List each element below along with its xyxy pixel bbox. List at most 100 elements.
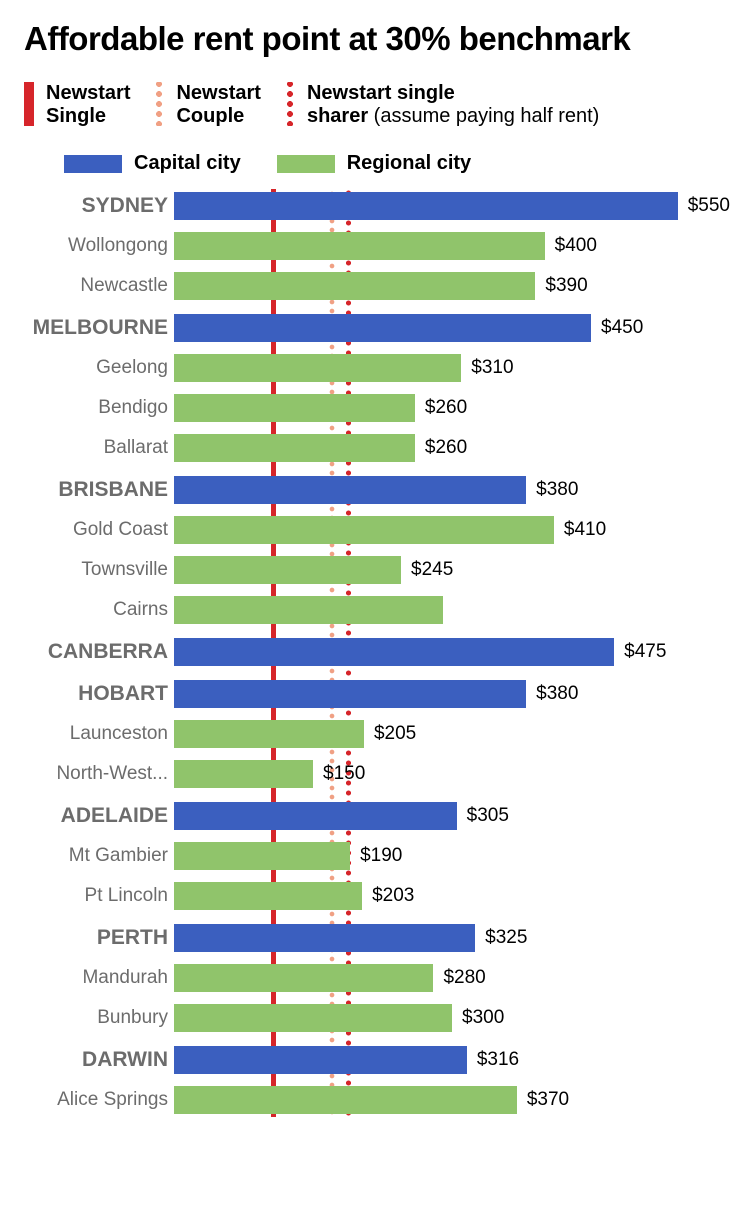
- bar: [174, 964, 433, 992]
- row-label: Mandurah: [24, 967, 174, 989]
- bar-track: $400: [174, 229, 730, 263]
- bar-track: $203: [174, 879, 730, 913]
- bar-track: $150: [174, 757, 730, 791]
- bar-value-label: $325: [485, 927, 527, 949]
- capital-row: SYDNEY$550: [24, 189, 730, 223]
- row-label: Newcastle: [24, 275, 174, 297]
- city-group: CANBERRA $475: [24, 635, 730, 669]
- bar-swatch-icon: [64, 155, 122, 173]
- row-label: CANBERRA: [24, 640, 174, 664]
- city-group: ADELAIDE$305Mt Gambier$190Pt Lincoln$203: [24, 799, 730, 913]
- bar-track: $450: [174, 311, 730, 345]
- city-group: PERTH$325Mandurah$280Bunbury$300: [24, 921, 730, 1035]
- bar-track: $205: [174, 717, 730, 751]
- bar: [174, 556, 401, 584]
- bar-track: $380: [174, 473, 730, 507]
- row-label: BRISBANE: [24, 478, 174, 502]
- bar-track: $410: [174, 513, 730, 547]
- bar: [174, 842, 350, 870]
- bar-track: $280: [174, 961, 730, 995]
- city-group: SYDNEY$550Wollongong$400Newcastle$390: [24, 189, 730, 303]
- row-label: Bunbury: [24, 1007, 174, 1029]
- regional-row: Cairns: [24, 593, 730, 627]
- bar-value-label: $260: [425, 437, 467, 459]
- row-label: Gold Coast: [24, 519, 174, 541]
- regional-row: Mandurah$280: [24, 961, 730, 995]
- ref-legend-label: Newstart singlesharer (assume paying hal…: [307, 82, 599, 128]
- ref-legend-label: NewstartSingle: [46, 82, 130, 128]
- regional-row: Bendigo$260: [24, 391, 730, 425]
- bar-legend-item: Capital city: [64, 152, 241, 175]
- bar: [174, 638, 614, 666]
- regional-row: Geelong$310: [24, 351, 730, 385]
- bar-legend-item: Regional city: [277, 152, 471, 175]
- bar-value-label: $310: [471, 357, 513, 379]
- bar: [174, 1004, 452, 1032]
- capital-row: ADELAIDE $305: [24, 799, 730, 833]
- row-label: ADELAIDE: [24, 804, 174, 828]
- city-group: HOBART$380Launceston$205North-West...$15…: [24, 677, 730, 791]
- bar-legend-label: Regional city: [347, 152, 471, 175]
- bar: [174, 680, 526, 708]
- reference-legend: NewstartSingle NewstartCouple Newstart sin…: [24, 82, 730, 128]
- row-label: SYDNEY: [24, 194, 174, 218]
- row-label: Cairns: [24, 599, 174, 621]
- bar-track: $390: [174, 269, 730, 303]
- bar-value-label: $203: [372, 885, 414, 907]
- capital-row: HOBART$380: [24, 677, 730, 711]
- bar: [174, 354, 461, 382]
- bar-track: $260: [174, 391, 730, 425]
- bar: [174, 924, 475, 952]
- row-label: HOBART: [24, 682, 174, 706]
- bar-value-label: $150: [323, 763, 365, 785]
- bar-value-label: $190: [360, 845, 402, 867]
- bar: [174, 272, 535, 300]
- bar: [174, 192, 678, 220]
- ref-swatch-icon: [154, 82, 164, 126]
- bar-value-label: $390: [545, 275, 587, 297]
- row-label: Bendigo: [24, 397, 174, 419]
- row-label: Launceston: [24, 723, 174, 745]
- bar-track: $245: [174, 553, 730, 587]
- bar-track: $260: [174, 431, 730, 465]
- bar: [174, 434, 415, 462]
- bar: [174, 882, 362, 910]
- bar: [174, 476, 526, 504]
- ref-legend-item: NewstartCouple: [154, 82, 260, 128]
- ref-swatch-icon: [285, 82, 295, 126]
- bar-track: $190: [174, 839, 730, 873]
- bar-track: $305: [174, 799, 730, 833]
- bar-track: $475: [174, 635, 730, 669]
- bar-legend-label: Capital city: [134, 152, 241, 175]
- bar-track: $300: [174, 1001, 730, 1035]
- bar-value-label: $316: [477, 1049, 519, 1071]
- regional-row: Newcastle $390: [24, 269, 730, 303]
- bar-value-label: $305: [467, 805, 509, 827]
- bar-legend: Capital city Regional city: [64, 152, 730, 175]
- row-label: Mt Gambier: [24, 845, 174, 867]
- row-label: Wollongong: [24, 235, 174, 257]
- bar-value-label: $245: [411, 559, 453, 581]
- bar: [174, 516, 554, 544]
- regional-row: Launceston$205: [24, 717, 730, 751]
- bar-value-label: $380: [536, 479, 578, 501]
- bar: [174, 1046, 467, 1074]
- bar: [174, 720, 364, 748]
- regional-row: Wollongong$400: [24, 229, 730, 263]
- capital-row: DARWIN$316: [24, 1043, 730, 1077]
- regional-row: Ballarat $260: [24, 431, 730, 465]
- bar-track: [174, 593, 730, 627]
- regional-row: Mt Gambier $190: [24, 839, 730, 873]
- bar: [174, 760, 313, 788]
- bar-track: $370: [174, 1083, 730, 1117]
- row-label: Ballarat: [24, 437, 174, 459]
- bar-value-label: $475: [624, 641, 666, 663]
- city-group: DARWIN$316Alice Springs$370: [24, 1043, 730, 1117]
- bar-track: $550: [174, 189, 730, 223]
- row-label: Townsville: [24, 559, 174, 581]
- bar-track: $325: [174, 921, 730, 955]
- row-label: PERTH: [24, 926, 174, 950]
- bar: [174, 314, 591, 342]
- bar-value-label: $300: [462, 1007, 504, 1029]
- regional-row: Townsville $245: [24, 553, 730, 587]
